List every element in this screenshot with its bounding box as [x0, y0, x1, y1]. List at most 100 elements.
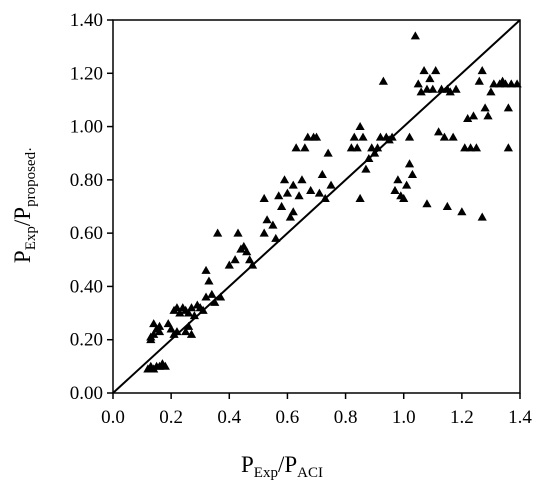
data-point — [186, 329, 197, 338]
data-point — [245, 255, 255, 264]
data-point — [428, 84, 438, 93]
data-point — [239, 241, 249, 250]
data-point — [375, 132, 386, 141]
data-point — [352, 143, 362, 152]
data-point — [186, 303, 197, 312]
data-point — [297, 175, 307, 184]
data-point — [445, 87, 455, 96]
data-point — [471, 143, 481, 152]
y-tick-label: 1.20 — [70, 63, 103, 84]
data-point — [480, 103, 490, 112]
data-point — [163, 319, 173, 328]
data-point — [361, 164, 371, 173]
data-point — [355, 193, 365, 202]
data-point — [242, 247, 252, 256]
data-point — [288, 180, 298, 189]
data-point — [204, 276, 214, 285]
x-tick-label: 1.2 — [450, 407, 474, 428]
data-point — [311, 132, 322, 141]
data-point — [404, 132, 415, 141]
data-point — [247, 260, 258, 269]
data-point — [372, 143, 383, 152]
data-point — [477, 212, 487, 221]
data-point — [436, 84, 447, 93]
data-point — [303, 132, 313, 141]
data-point — [500, 79, 511, 88]
data-point — [207, 289, 217, 298]
data-point — [314, 188, 325, 197]
data-point — [512, 79, 522, 88]
data-point — [183, 321, 194, 330]
x-tick-label: 0.2 — [159, 407, 183, 428]
data-point — [277, 201, 287, 210]
data-point — [215, 292, 226, 301]
data-point — [448, 132, 458, 141]
data-point — [271, 233, 281, 242]
data-point — [404, 159, 415, 168]
data-point — [402, 180, 412, 189]
data-point — [154, 327, 165, 336]
data-point — [457, 207, 467, 216]
data-point — [465, 143, 476, 152]
data-point — [201, 265, 211, 274]
data-point — [172, 303, 182, 312]
data-point — [198, 305, 208, 314]
x-tick-label: 1.0 — [392, 407, 416, 428]
data-point — [422, 84, 432, 93]
data-point — [149, 319, 159, 328]
data-point — [175, 308, 185, 317]
data-point — [460, 143, 470, 152]
x-tick-label: 1.4 — [508, 407, 532, 428]
data-point — [189, 311, 199, 320]
x-tick-label: 0.8 — [334, 407, 358, 428]
data-point — [451, 84, 461, 93]
data-point — [224, 260, 234, 269]
data-point — [294, 191, 304, 200]
data-point — [483, 111, 493, 120]
y-tick-label: 0.80 — [70, 170, 103, 191]
data-point — [213, 228, 223, 237]
data-point — [410, 31, 420, 40]
data-point — [399, 193, 409, 202]
data-point — [431, 66, 441, 75]
y-tick-label: 1.00 — [70, 117, 103, 138]
data-point — [419, 66, 429, 75]
data-point — [268, 220, 278, 229]
data-point — [233, 228, 243, 237]
data-point — [416, 87, 426, 96]
y-axis-ticks: 0.00 0.20 0.40 0.60 0.80 1.00 1.20 1.40 — [70, 10, 113, 404]
data-point — [259, 228, 269, 237]
y-tick-label: 0.60 — [70, 223, 103, 244]
data-point — [306, 185, 316, 194]
x-axis-title: PExp/PACI — [241, 452, 323, 481]
data-point — [183, 308, 194, 317]
data-point — [474, 76, 484, 85]
y-tick-label: 0.40 — [70, 276, 103, 297]
data-point — [323, 148, 333, 157]
data-point — [378, 76, 388, 85]
data-point — [439, 132, 450, 141]
data-point — [358, 132, 368, 141]
data-point — [320, 193, 330, 202]
data-point — [425, 74, 435, 83]
data-point — [413, 79, 423, 88]
y-tick-label: 0.20 — [70, 330, 103, 351]
reference-line — [112, 19, 521, 394]
data-point — [166, 324, 176, 333]
data-point — [393, 175, 403, 184]
data-point — [346, 143, 356, 152]
data-point — [422, 199, 432, 208]
data-point — [210, 297, 220, 306]
data-point — [259, 193, 269, 202]
data-point — [154, 321, 165, 330]
data-point — [282, 188, 293, 197]
data-point — [387, 132, 397, 141]
data-point — [506, 79, 516, 88]
x-tick-label: 0.6 — [276, 407, 300, 428]
data-point — [201, 292, 211, 301]
data-point — [279, 175, 290, 184]
data-point — [407, 169, 418, 178]
x-tick-label: 0.4 — [217, 407, 241, 428]
data-point — [477, 66, 487, 75]
